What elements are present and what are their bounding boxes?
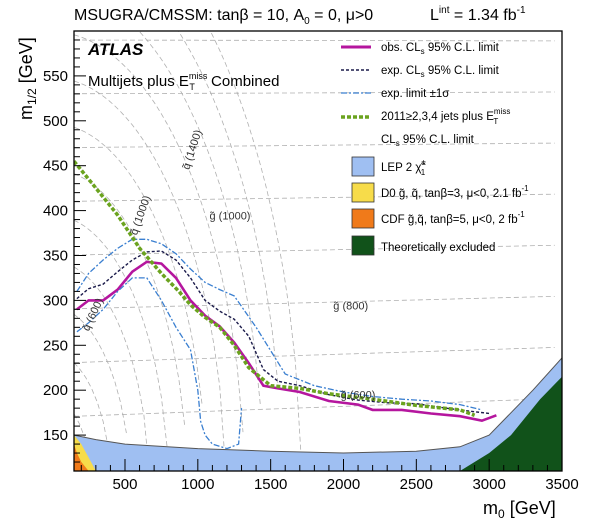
- legend-exp-band: exp. limit ±1σ: [381, 88, 449, 100]
- squark-mass-contour: [74, 266, 150, 471]
- iso-mass-grid: [74, 31, 555, 471]
- legend-swatch-cdf: [351, 208, 375, 229]
- y-tick-label: 200: [43, 382, 68, 399]
- mass-contour-label: g̃ (1000): [209, 211, 250, 223]
- x-axis-title: m0 [GeV]: [483, 498, 556, 521]
- x-tick-label: 3500: [545, 476, 578, 493]
- exp-band-upper-curve: [76, 238, 483, 411]
- squark-mass-contour: [74, 34, 244, 433]
- mass-contour-label: q̃ (1400): [181, 128, 205, 171]
- legend-exp: exp. CLs 95% C.L. limit: [381, 65, 500, 79]
- y-tick-label: 250: [43, 337, 68, 354]
- header-title: MSUGRA/CMSSM: tanβ = 10, A0 = 0, μ>0: [74, 7, 373, 27]
- x-tick-label: 3000: [472, 476, 505, 493]
- obs-limit-curve: [76, 260, 497, 423]
- mass-contour-label: g̃ (600): [341, 389, 376, 401]
- mass-labels: q̃ (1400)g̃ (1000)q̃ (1000)g̃ (800)q̃ (6…: [80, 128, 375, 401]
- mass-contour-label: q̃ (600): [80, 296, 106, 333]
- x-tick-label: 2000: [327, 476, 360, 493]
- squark-mass-contour: [209, 31, 302, 459]
- gluino-mass-contour: [74, 398, 555, 417]
- cdf-region: [74, 444, 89, 471]
- legend-swatch-lep: [351, 156, 375, 177]
- axis-ticks: 500 1000 1500 2000 2500 3000 3500 150 200 250 300 3…: [43, 39, 579, 493]
- excluded-regions: [74, 357, 562, 471]
- squark-mass-contour: [74, 126, 203, 406]
- squark-mass-contour: [74, 173, 186, 426]
- legend-theo: Theoretically excluded: [381, 242, 495, 254]
- x-tick-label: 500: [112, 476, 137, 493]
- legend-swatch-d0: [351, 182, 375, 203]
- y-axis-title: m1/2 [GeV]: [16, 37, 39, 120]
- squark-mass-contour: [74, 362, 110, 452]
- header-luminosity: Lint = 1.34 fb-1: [430, 5, 526, 24]
- legend-swatch-theo: [351, 235, 375, 256]
- y-tick-label: 450: [43, 158, 68, 175]
- theoretically-excluded-region: [460, 376, 562, 471]
- gluino-mass-contour: [74, 142, 555, 148]
- y-tick-label: 400: [43, 203, 68, 220]
- prev-2011-limit-curve: [74, 160, 476, 417]
- y-tick-label: 150: [43, 427, 68, 444]
- legend-obs: obs. CLs 95% C.L. limit: [381, 42, 500, 56]
- atlas-label: ATLAS: [87, 40, 144, 59]
- squark-mass-contour: [74, 313, 127, 434]
- y-tick-label: 300: [43, 292, 68, 309]
- gluino-mass-contour: [74, 296, 555, 310]
- gluino-mass-contour: [74, 91, 555, 95]
- squark-mass-contour: [74, 219, 168, 448]
- x-tick-label: 1000: [181, 476, 214, 493]
- plot-subtitle: Multijets plus Emiss T Combined: [88, 71, 279, 92]
- y-tick-label: 550: [43, 68, 68, 85]
- gluino-mass-contour: [74, 347, 555, 363]
- gluino-mass-contour: [74, 193, 555, 202]
- legend-d0: D0 g̃, q̃, tanβ=3, μ<0, 2.1 fb-1: [381, 184, 529, 200]
- legend: obs. CLs 95% C.L. limit exp. CLs 95% C.L…: [341, 42, 529, 256]
- gluino-mass-contour: [74, 244, 555, 256]
- y-tick-label: 350: [43, 247, 68, 264]
- plot-frame: [73, 30, 563, 472]
- legend-cdf: CDF g̃,q̃, tanβ=5, μ<0, 2 fb-1: [381, 210, 525, 226]
- y-tick-label: 500: [43, 113, 68, 130]
- squark-mass-contour: [138, 31, 261, 407]
- x-tick-label: 1500: [254, 476, 287, 493]
- gluino-mass-contour: [74, 39, 555, 42]
- limit-curves: [74, 160, 497, 450]
- mass-contour-label: g̃ (800): [333, 300, 368, 312]
- legend-lep: LEP 2 χ̃± 1: [381, 158, 426, 177]
- legend-prev-line2: CLs 95% C.L. limit: [381, 134, 475, 148]
- x-tick-label: 2500: [400, 476, 433, 493]
- legend-prev: 2011≥2,3,4 jets plus Emiss T: [381, 107, 510, 126]
